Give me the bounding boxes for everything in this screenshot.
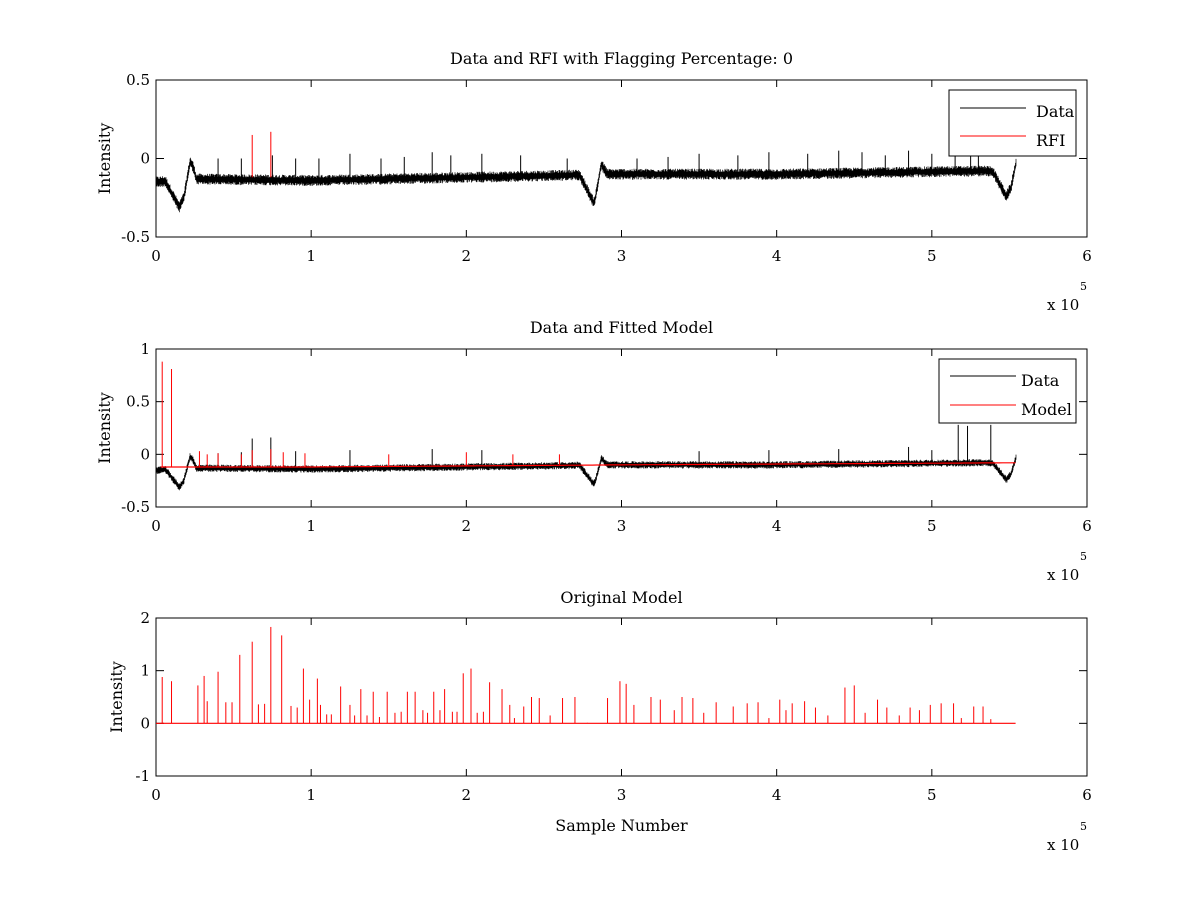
legend-box <box>948 89 1077 157</box>
y-axis-label: Intensity <box>107 661 126 733</box>
plot-area <box>156 131 1017 213</box>
y-tick-label: 0 <box>140 150 150 168</box>
x-tick-label: 5 <box>927 517 937 535</box>
series-model <box>156 626 1016 724</box>
series-model <box>160 361 1016 468</box>
x-tick-label: 1 <box>306 247 316 265</box>
series-data <box>156 147 1017 213</box>
x-exponent-label: x 10 <box>1047 566 1079 584</box>
chart-title: Data and RFI with Flagging Percentage: 0 <box>450 49 793 68</box>
legend-label-data: Data <box>1021 371 1060 390</box>
y-tick-label: -0.5 <box>121 498 150 516</box>
legend-label-data: Data <box>1036 102 1075 121</box>
axis-ticks: 0 1 2 3 4 5 6-0.500.51 <box>121 340 1092 535</box>
y-tick-label: 1 <box>140 662 150 680</box>
legend-label-model: Model <box>1021 400 1072 419</box>
x-tick-label: 4 <box>772 247 782 265</box>
chart-title: Original Model <box>560 588 682 607</box>
y-tick-label: 0.5 <box>126 71 150 89</box>
x-tick-label: 1 <box>306 786 316 804</box>
x-tick-label: 1 <box>306 517 316 535</box>
panel-original-model: Original Model Intensity Sample Number 0… <box>107 588 1092 854</box>
x-tick-label: 5 <box>927 247 937 265</box>
x-tick-label: 6 <box>1082 517 1092 535</box>
x-tick-label: 4 <box>772 786 782 804</box>
model-baseline <box>160 462 1016 468</box>
x-tick-label: 5 <box>927 786 937 804</box>
x-tick-label: 2 <box>462 517 472 535</box>
panel-data-rfi: Data and RFI with Flagging Percentage: 0… <box>95 49 1092 314</box>
y-axis-label: Intensity <box>95 392 114 464</box>
axes-box <box>155 617 1088 777</box>
x-tick-label: 0 <box>151 517 161 535</box>
x-tick-label: 0 <box>151 247 161 265</box>
y-tick-label: 0 <box>140 714 150 732</box>
x-tick-label: 3 <box>617 786 627 804</box>
panel-data-fitted-model: Data and Fitted Model Intensity 0 1 2 3 4 5 6 -… <box>95 318 1092 584</box>
x-exponent-power: 5 <box>1080 820 1087 833</box>
legend: Data Model <box>938 358 1077 424</box>
x-tick-label: 3 <box>617 247 627 265</box>
x-tick-label: 3 <box>617 517 627 535</box>
x-tick-label: 6 <box>1082 786 1092 804</box>
x-exponent-power: 5 <box>1080 280 1087 293</box>
y-tick-label: -1 <box>135 767 150 785</box>
y-tick-label: 0 <box>140 445 150 463</box>
plot-area <box>156 361 1017 491</box>
x-tick-label: 0 <box>151 786 161 804</box>
chart-title: Data and Fitted Model <box>530 318 713 337</box>
y-tick-label: 1 <box>140 340 150 358</box>
x-exponent-label: x 10 <box>1047 836 1079 854</box>
legend-box <box>938 358 1077 424</box>
y-axis-label: Intensity <box>95 123 114 195</box>
x-tick-label: 2 <box>462 247 472 265</box>
x-exponent-label: x 10 <box>1047 296 1079 314</box>
x-exponent-power: 5 <box>1080 550 1087 563</box>
plot-area <box>156 626 1016 724</box>
y-tick-label: -0.5 <box>121 228 150 246</box>
legend: Data RFI <box>948 89 1077 157</box>
series-rfi <box>251 131 272 178</box>
x-tick-label: 6 <box>1082 247 1092 265</box>
legend-label-rfi: RFI <box>1036 131 1065 150</box>
x-axis-label: Sample Number <box>555 816 688 835</box>
y-tick-label: 2 <box>140 609 150 627</box>
axis-ticks: 0 1 2 3 4 5 6-0.500.5 <box>121 71 1092 265</box>
data-trace <box>156 157 1017 213</box>
y-tick-label: 0.5 <box>126 393 150 411</box>
x-tick-label: 2 <box>462 786 472 804</box>
x-tick-label: 4 <box>772 517 782 535</box>
axes-box <box>155 348 1088 508</box>
